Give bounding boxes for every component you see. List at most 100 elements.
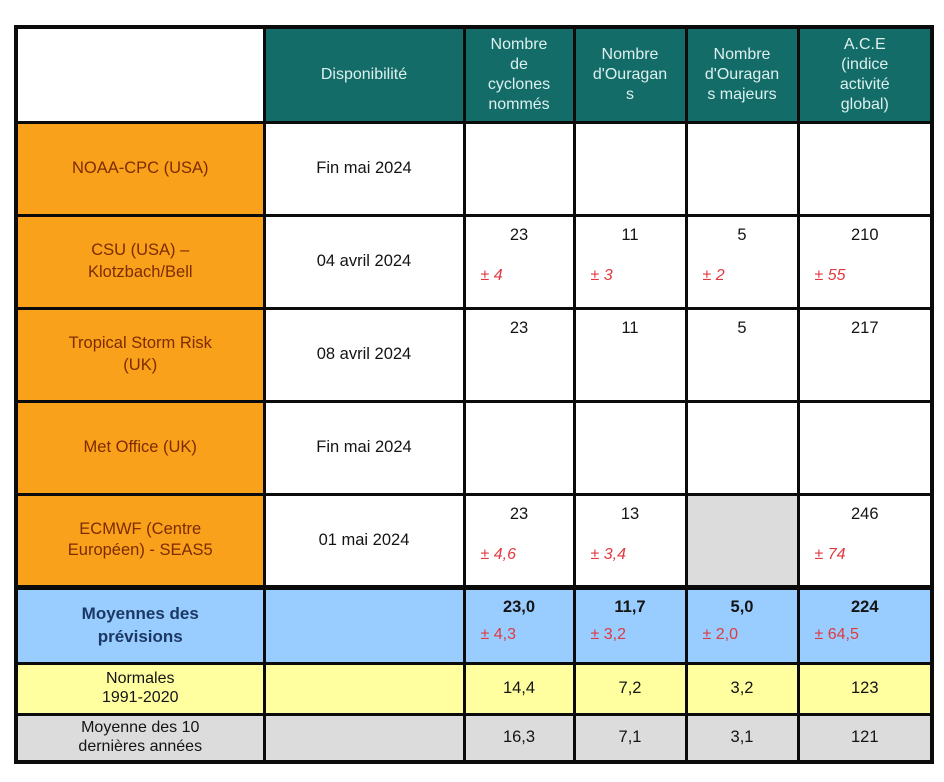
- average-value: 5,0: [730, 597, 754, 616]
- forecast-value: 210: [850, 225, 879, 244]
- forecast-value: [689, 505, 795, 525]
- row-normals: Normales 1991-2020 14,4 7,2 3,2 123: [14, 661, 934, 716]
- forecast-uncertainty: ± 74: [814, 545, 846, 563]
- value-cell: [684, 399, 800, 496]
- forecast-value: 23: [509, 225, 529, 244]
- agency-name-cell: Met Office (UK): [14, 399, 266, 496]
- row-tsr: Tropical Storm Risk (UK) 08 avril 2024 2…: [14, 306, 934, 403]
- value-cell: [796, 120, 934, 217]
- normal-value: 123: [796, 661, 934, 716]
- forecast-uncertainty: ± 55: [814, 266, 846, 284]
- value-cell: 13 ± 3,4: [572, 492, 688, 589]
- value-cell: [572, 120, 688, 217]
- agency-name-cell: ECMWF (Centre Européen) - SEAS5: [14, 492, 266, 589]
- normal-value: 3,2: [684, 661, 800, 716]
- forecast-value: 5: [737, 225, 747, 244]
- forecast-value: [577, 412, 683, 432]
- value-cell: [462, 399, 576, 496]
- last10-value: 7,1: [572, 712, 688, 764]
- availability-cell: 01 mai 2024: [262, 492, 466, 589]
- average-uncertainty: ± 4,3: [480, 625, 516, 643]
- forecast-uncertainty: ± 4: [480, 266, 503, 284]
- availability-cell: 08 avril 2024: [262, 306, 466, 403]
- forecast-table: Disponibilité Nombre de cyclones nommés …: [14, 25, 934, 764]
- forecast-uncertainty: [577, 174, 683, 194]
- value-cell: [572, 399, 688, 496]
- header-named-storms: Nombre de cyclones nommés: [462, 25, 576, 124]
- forecast-uncertainty: [801, 453, 929, 473]
- header-ace: A.C.E (indice activité global): [796, 25, 934, 124]
- availability-cell-empty: [262, 712, 466, 764]
- forecast-uncertainty: [689, 360, 795, 380]
- forecast-uncertainty: [467, 174, 571, 194]
- normal-value: 7,2: [572, 661, 688, 716]
- forecast-value: 11: [621, 318, 639, 337]
- summary-label-cell: Normales 1991-2020: [14, 661, 266, 716]
- forecast-value: 13: [620, 504, 640, 523]
- header-major-hurricanes: Nombre d'Ouragan s majeurs: [684, 25, 800, 124]
- forecast-value: [801, 412, 929, 432]
- average-value: 23,0: [502, 597, 536, 616]
- value-cell-empty-gray: [684, 492, 800, 589]
- forecast-value: [801, 133, 929, 153]
- row-csu: CSU (USA) – Klotzbach/Bell 04 avril 2024…: [14, 213, 934, 310]
- forecast-value: [577, 133, 683, 153]
- value-cell: 23 ± 4: [462, 213, 576, 310]
- forecast-uncertainty: [689, 174, 795, 194]
- forecast-uncertainty: [467, 360, 571, 380]
- last10-value: 16,3: [462, 712, 576, 764]
- forecast-uncertainty: ± 2: [702, 266, 725, 284]
- value-cell: 11: [572, 306, 688, 403]
- value-cell: [684, 120, 800, 217]
- header-hurricanes: Nombre d'Ouragan s: [572, 25, 688, 124]
- value-cell: 5,0 ± 2,0: [684, 584, 800, 665]
- average-uncertainty: ± 64,5: [814, 625, 859, 643]
- row-last10: Moyenne des 10 dernières années 16,3 7,1…: [14, 712, 934, 764]
- value-cell: 5 ± 2: [684, 213, 800, 310]
- header-row: Disponibilité Nombre de cyclones nommés …: [14, 25, 934, 124]
- summary-label-cell: Moyenne des 10 dernières années: [14, 712, 266, 764]
- row-ecmwf: ECMWF (Centre Européen) - SEAS5 01 mai 2…: [14, 492, 934, 589]
- forecast-value: 5: [737, 318, 747, 337]
- average-uncertainty: ± 3,2: [590, 625, 626, 643]
- forecast-uncertainty: [689, 453, 795, 473]
- agency-name-cell: Tropical Storm Risk (UK): [14, 306, 266, 403]
- forecast-value: 23: [509, 318, 529, 337]
- value-cell: 224 ± 64,5: [796, 584, 934, 665]
- average-value: 11,7: [614, 597, 646, 616]
- forecast-value: 23: [509, 504, 529, 523]
- forecast-uncertainty: [801, 360, 929, 380]
- forecast-uncertainty: [467, 453, 571, 473]
- normal-value: 14,4: [462, 661, 576, 716]
- header-availability: Disponibilité: [262, 25, 466, 124]
- value-cell: 5: [684, 306, 800, 403]
- forecast-uncertainty: [577, 453, 683, 473]
- corner-cell: [14, 25, 266, 124]
- forecast-value: [689, 133, 795, 153]
- row-metoffice: Met Office (UK) Fin mai 2024: [14, 399, 934, 496]
- availability-cell-empty: [262, 584, 466, 665]
- forecast-value: [689, 412, 795, 432]
- row-averages: Moyennes des prévisions 23,0 ± 4,3 11,7 …: [14, 584, 934, 665]
- availability-cell: 04 avril 2024: [262, 213, 466, 310]
- forecast-uncertainty: ± 3: [590, 266, 613, 284]
- average-uncertainty: ± 2,0: [702, 625, 738, 643]
- forecast-value: [467, 412, 571, 432]
- value-cell: 23: [462, 306, 576, 403]
- agency-name-cell: NOAA-CPC (USA): [14, 120, 266, 217]
- availability-cell: Fin mai 2024: [262, 399, 466, 496]
- agency-name-cell: CSU (USA) – Klotzbach/Bell: [14, 213, 266, 310]
- value-cell: 210 ± 55: [796, 213, 934, 310]
- forecast-value: [467, 133, 571, 153]
- last10-value: 3,1: [684, 712, 800, 764]
- forecast-value: 11: [621, 225, 639, 244]
- forecast-value: 246: [850, 504, 879, 523]
- value-cell: 11 ± 3: [572, 213, 688, 310]
- forecast-uncertainty: [577, 360, 683, 380]
- forecast-uncertainty: ± 3,4: [590, 545, 626, 563]
- value-cell: 23,0 ± 4,3: [462, 584, 576, 665]
- forecast-uncertainty: [689, 546, 795, 566]
- forecast-uncertainty: [801, 174, 929, 194]
- value-cell: 11,7 ± 3,2: [572, 584, 688, 665]
- last10-value: 121: [796, 712, 934, 764]
